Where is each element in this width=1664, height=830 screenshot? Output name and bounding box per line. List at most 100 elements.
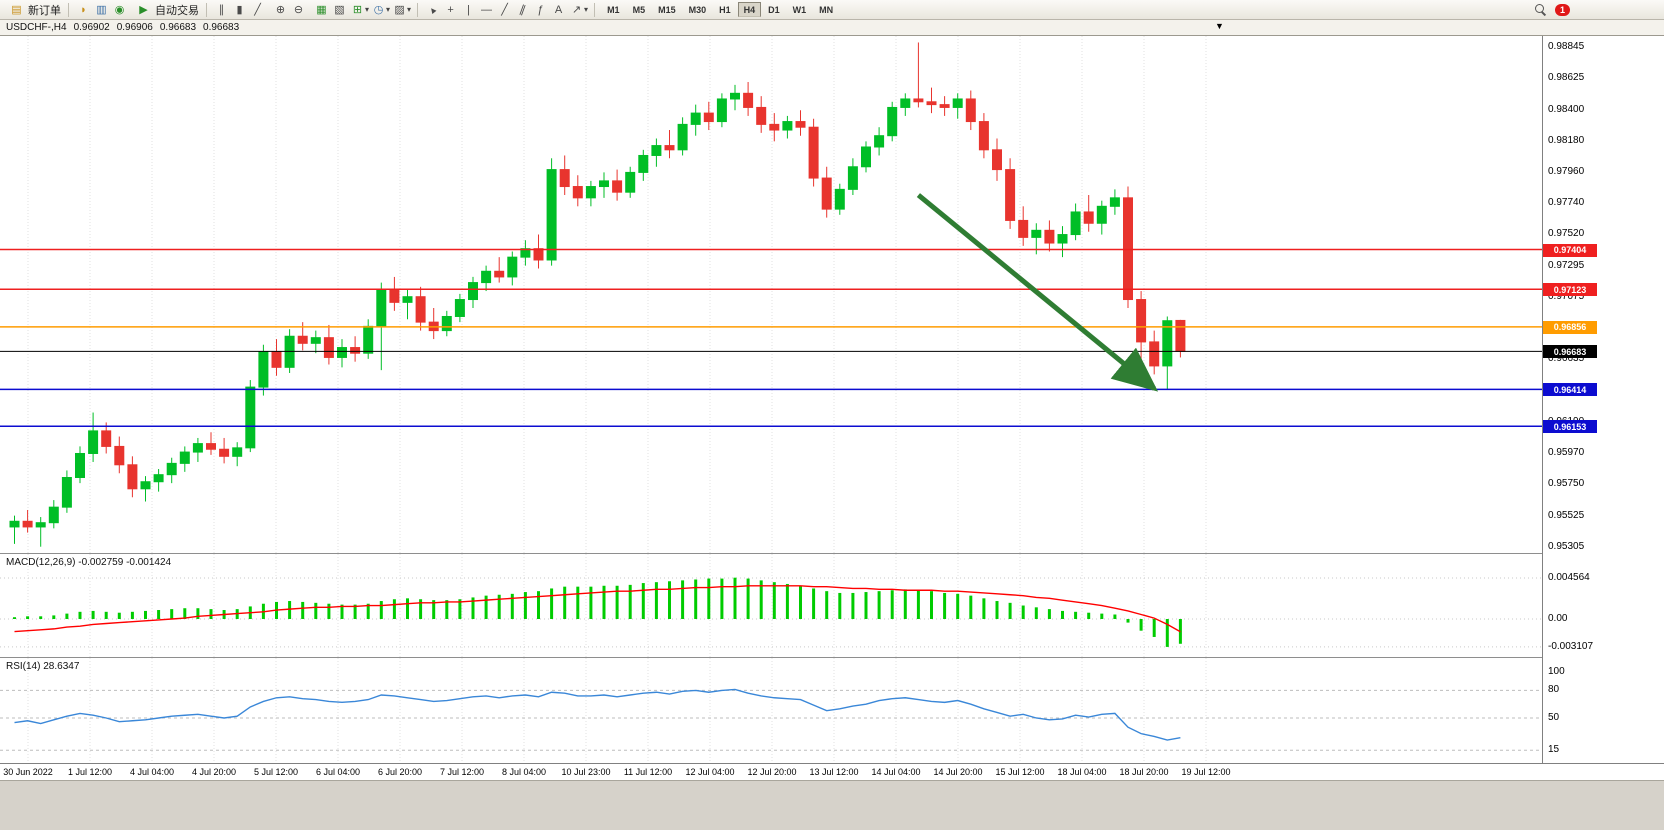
new-chart-icon[interactable]: ▦ [316, 3, 327, 16]
date-label: 14 Jul 04:00 [871, 767, 921, 777]
panel-splitter-rsi[interactable] [0, 657, 1664, 658]
timeframe-button-m5[interactable]: M5 [632, 4, 646, 15]
line-chart-icon[interactable]: ╱ [254, 3, 261, 16]
horizontal-line-tool-icon[interactable]: — [481, 3, 493, 16]
candle-body [140, 481, 151, 490]
timeframe-button-m30[interactable]: M30 [688, 4, 707, 15]
timeframe-button-m1[interactable]: M1 [607, 4, 620, 15]
timeframe-button-h4[interactable]: H4 [737, 2, 762, 17]
candle-body [415, 296, 426, 323]
vertical-line-tool-icon[interactable]: | [467, 3, 470, 16]
price-level-badge: 0.97123 [1543, 283, 1597, 297]
candle-body [1109, 197, 1120, 207]
candle-body [297, 335, 308, 344]
axis-label: 0.004564 [1548, 572, 1590, 583]
candle-body [350, 347, 361, 354]
date-label: 30 Jun 2022 [3, 767, 53, 777]
notification-badge[interactable]: 1 [1554, 3, 1570, 16]
autotrading-play-icon: ▶ [139, 3, 148, 16]
candle-body [192, 443, 203, 453]
indicators-icon[interactable]: ⊞ [352, 3, 363, 16]
candle-body [782, 121, 793, 131]
axis-label: 0.97295 [1548, 259, 1585, 271]
zoom-out-icon[interactable]: ⊖ [293, 3, 304, 16]
axis-label: 0.98845 [1548, 41, 1585, 52]
candle-body [874, 135, 885, 148]
fibonacci-tool-icon[interactable]: ƒ [537, 3, 544, 16]
rsi-panel-canvas[interactable] [0, 658, 1542, 763]
toolbar-divider [594, 2, 596, 17]
panel-splitter-macd[interactable] [0, 553, 1664, 554]
trendline-tool-icon[interactable]: ╱ [501, 3, 508, 16]
candle-body [402, 296, 413, 303]
candle-body [520, 248, 531, 258]
ohlc-close: 0.96683 [203, 22, 240, 33]
candle-body [743, 92, 754, 108]
hlines-layer[interactable] [0, 248, 1542, 427]
timeframe-button-mn[interactable]: MN [819, 4, 834, 15]
crosshair-icon[interactable]: + [447, 3, 454, 16]
candle-body [166, 462, 177, 476]
axis-label: 0.00 [1548, 613, 1568, 624]
cursor-icon[interactable]: ▲ [425, 2, 440, 17]
bar-chart-icon[interactable]: ∥ [218, 3, 225, 16]
date-label: 8 Jul 04:00 [501, 767, 547, 777]
candle-body [494, 270, 505, 278]
new-order-button[interactable]: ▤ 新订单 [4, 2, 65, 18]
timeframe-button-h1[interactable]: H1 [719, 4, 731, 15]
down-trend-arrow[interactable] [916, 193, 1159, 392]
candle-body [9, 520, 20, 528]
timeframe-button-m15[interactable]: M15 [658, 4, 676, 15]
templates-icon[interactable]: ▨ [394, 3, 405, 16]
periods-caret-icon[interactable]: ▾ [386, 5, 391, 14]
indicators-caret-icon[interactable]: ▾ [365, 5, 370, 14]
candle-body [1175, 319, 1186, 352]
data-window-icon[interactable]: ◉ [114, 3, 125, 16]
macd-panel-canvas[interactable] [0, 554, 1542, 657]
new-order-icon: ▤ [11, 3, 22, 16]
price-axis[interactable]: 0.98845 0.98625 0.98400 0.98180 0.97960 0.977… [1542, 36, 1664, 763]
arrows-tool-icon[interactable]: ↗ [571, 3, 582, 16]
candle-body [978, 121, 989, 151]
market-watch-icon[interactable]: ▥ [96, 3, 107, 16]
rsi-name: RSI(14) [6, 661, 41, 672]
axis-label: 0.98625 [1548, 72, 1585, 84]
horn-icon[interactable]: ◗ [80, 3, 87, 16]
date-label: 6 Jul 04:00 [315, 767, 361, 777]
date-label: 15 Jul 12:00 [995, 767, 1045, 777]
timeframe-button-d1[interactable]: D1 [768, 4, 780, 15]
rsi-value: 28.6347 [43, 661, 80, 672]
zoom-in-icon[interactable]: ⊕ [275, 3, 286, 16]
macd-indicator-label: MACD(12,26,9) -0.002759 -0.001424 [6, 557, 171, 568]
macd-name: MACD(12,26,9) [6, 557, 76, 568]
timeframe-button-w1[interactable]: W1 [792, 4, 807, 15]
candle-body [75, 452, 85, 478]
terminal-icons-group: ◗ ▥ ◉ [72, 2, 131, 18]
templates-caret-icon[interactable]: ▾ [407, 5, 412, 14]
ohlc-high: 0.96906 [116, 22, 153, 33]
candlestick-chart-icon[interactable]: ▮ [236, 3, 243, 16]
date-axis[interactable]: 30 Jun 2022 1 Jul 12:00 4 Jul 04:00 4 Jul 2… [0, 763, 1664, 780]
arrows-caret-icon[interactable]: ▾ [584, 5, 589, 14]
main-chart-canvas[interactable] [0, 36, 1542, 553]
date-label: 6 Jul 20:00 [377, 767, 423, 777]
text-tool-icon[interactable]: A [554, 3, 563, 16]
axis-label: 50 [1548, 712, 1560, 723]
chart-shift-marker-icon[interactable]: ▼ [1215, 21, 1224, 31]
tile-windows-icon[interactable]: ▧ [334, 3, 345, 16]
candle-body [821, 177, 832, 210]
axis-label: 100 [1548, 666, 1565, 677]
candle-body [1031, 229, 1042, 238]
candle-body [219, 448, 230, 457]
axis-label: 15 [1548, 744, 1560, 756]
candle-body [468, 282, 478, 301]
candle-body [533, 248, 544, 261]
candle-body [1096, 205, 1107, 224]
channel-tool-icon[interactable]: ∥ [517, 2, 528, 17]
toolbar-divider [68, 2, 69, 17]
candle-body [585, 186, 596, 199]
periods-icon[interactable]: ◷ [373, 3, 384, 16]
search-icon[interactable] [1534, 3, 1547, 16]
autotrading-button[interactable]: ▶ 自动交易 [131, 2, 203, 18]
price-level-badge: 0.96414 [1543, 383, 1597, 397]
